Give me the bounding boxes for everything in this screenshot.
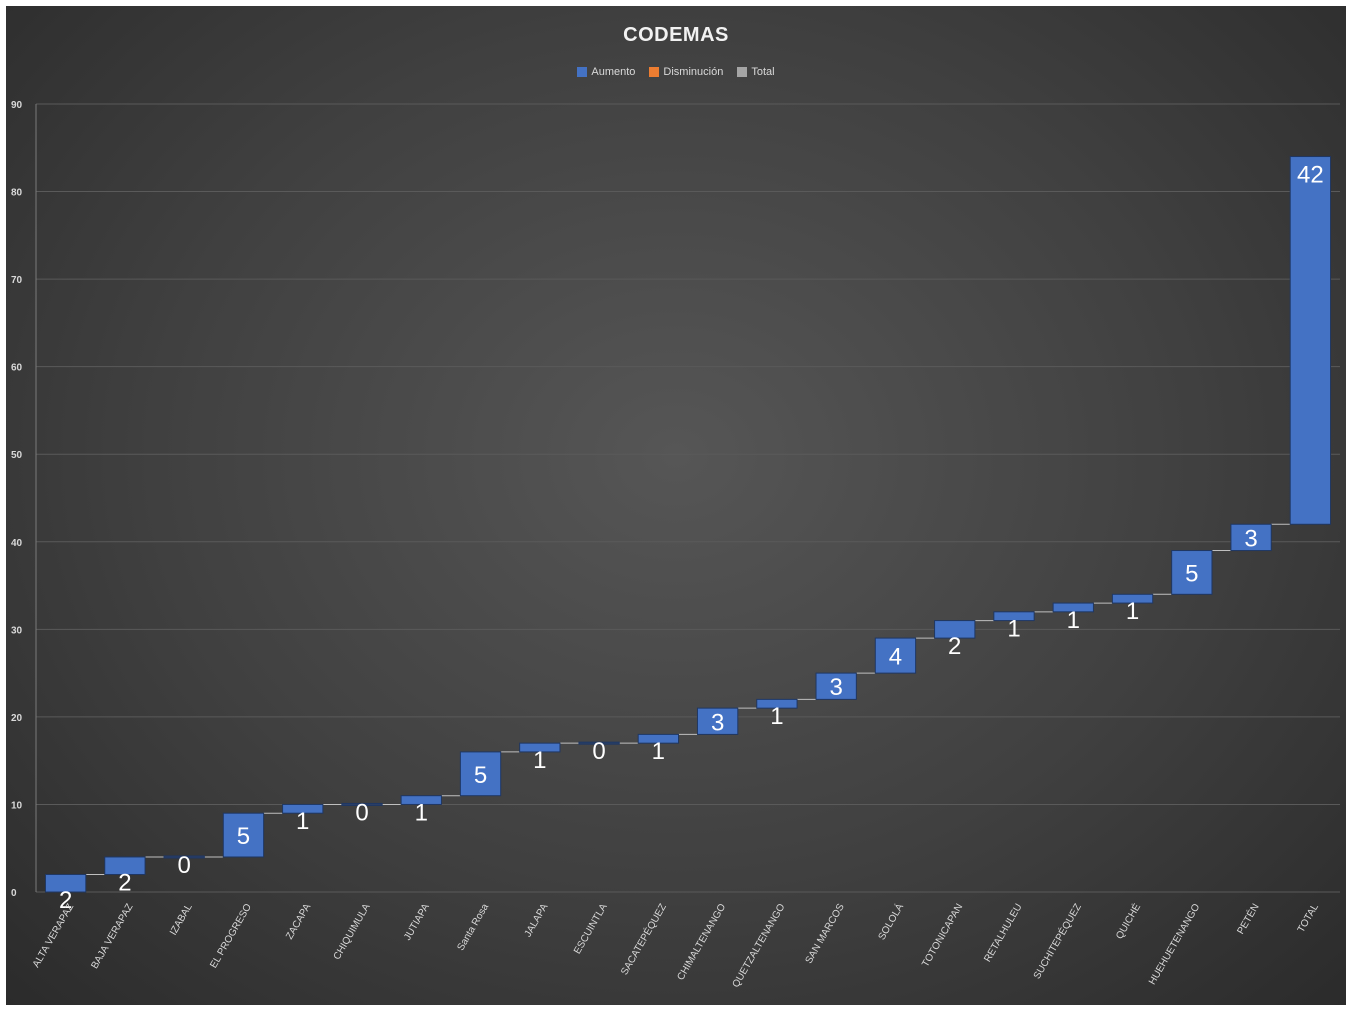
legend-swatch-total — [737, 67, 748, 77]
x-tick-label: ZACAPA — [284, 902, 313, 942]
x-tick-label: CHIMALTENANGO — [675, 902, 728, 983]
data-label: 42 — [1297, 162, 1324, 189]
legend-item-disminucion: Disminución — [649, 66, 723, 78]
data-label: 1 — [415, 799, 428, 826]
data-label: 1 — [770, 703, 783, 730]
x-tick-label: QUICHÉ — [1112, 901, 1143, 941]
data-label: 1 — [652, 738, 665, 765]
data-label: 1 — [1067, 607, 1080, 634]
y-tick-label: 60 — [11, 363, 23, 374]
data-label: 4 — [889, 644, 902, 671]
x-tick-label: SOLOLÁ — [875, 901, 906, 942]
data-label: 1 — [296, 808, 309, 835]
x-tick-label: BAJA VERAPAZ — [89, 902, 135, 971]
x-tick-label: HUEHUETENANGO — [1147, 902, 1202, 987]
legend-item-aumento: Aumento — [577, 66, 635, 78]
y-tick-label: 90 — [11, 100, 23, 111]
y-tick-label: 80 — [11, 188, 23, 199]
data-label: 1 — [1126, 598, 1139, 625]
x-tick-label: PETÉN — [1234, 901, 1262, 936]
waterfall-bar — [1230, 523, 1272, 552]
x-tick-label: IZABAL — [168, 902, 195, 938]
legend-swatch-disminucion — [649, 67, 660, 77]
chart-title: CODEMAS — [623, 24, 729, 46]
x-tick-label: TOTAL — [1296, 902, 1321, 935]
waterfall-bar — [874, 637, 917, 674]
chart-legend: Aumento Disminución Total — [6, 66, 1346, 78]
data-label: 3 — [830, 674, 843, 701]
legend-label-total: Total — [751, 66, 775, 78]
waterfall-bar — [1052, 602, 1094, 613]
x-tick-label: ALTA VERAPAZ — [31, 902, 76, 970]
data-label: 0 — [592, 738, 605, 765]
y-tick-label: 70 — [11, 275, 23, 286]
data-label: 3 — [1244, 525, 1257, 552]
y-tick-label: 40 — [11, 538, 23, 549]
legend-label-aumento: Aumento — [591, 66, 636, 78]
data-label: 2 — [118, 869, 131, 896]
x-tick-label: EL PROGRESO — [208, 902, 254, 970]
waterfall-bar — [1111, 593, 1154, 604]
y-tick-label: 0 — [11, 888, 17, 899]
data-label: 1 — [533, 747, 546, 774]
x-tick-label: RETALHULEU — [982, 902, 1024, 964]
waterfall-bar — [815, 672, 857, 700]
data-label: 2 — [59, 887, 72, 914]
waterfall-bar — [341, 802, 383, 806]
data-label: 2 — [948, 633, 961, 660]
waterfall-bar — [696, 707, 739, 735]
x-tick-label: CHIQUIMULA — [332, 902, 373, 962]
x-tick-label: JUTIAPA — [402, 902, 432, 943]
waterfall-bar — [578, 741, 620, 745]
x-tick-label: TOTONICAPAN — [920, 902, 965, 969]
waterfall-bar — [1171, 550, 1213, 595]
y-tick-label: 10 — [11, 800, 23, 811]
x-tick-label: SAN MARCOS — [804, 902, 847, 966]
x-tick-label: JALAPA — [523, 902, 551, 939]
data-label: 5 — [474, 762, 487, 789]
data-label: 5 — [237, 823, 250, 850]
chart-area: CODEMAS Aumento Disminución Total 0 10 20 3… — [6, 6, 1346, 1005]
waterfall-bar — [459, 751, 502, 797]
y-tick-label: 30 — [11, 625, 23, 636]
waterfall-bar — [637, 733, 680, 744]
x-tick-label: SUCHITEPÉQUEZ — [1030, 901, 1084, 981]
waterfall-bar — [519, 742, 561, 753]
y-tick-label: 20 — [11, 713, 23, 724]
data-label: 0 — [355, 799, 368, 826]
waterfall-bar — [993, 611, 1035, 622]
waterfall-bar — [282, 803, 324, 814]
waterfall-bar — [1289, 156, 1332, 525]
waterfall-bar — [934, 620, 976, 639]
y-tick-label: 50 — [11, 450, 23, 461]
x-tick-label: SACATEPÉQUEZ — [618, 901, 669, 977]
x-tick-label: Santa Rosa — [455, 902, 491, 953]
waterfall-bar — [163, 855, 205, 859]
data-label: 5 — [1185, 560, 1198, 587]
waterfall-bar — [756, 698, 798, 709]
x-tick-label: QUETZALTENANGO — [731, 902, 788, 990]
legend-swatch-aumento — [577, 67, 588, 77]
waterfall-bar — [104, 856, 146, 875]
data-label: 3 — [711, 709, 724, 736]
legend-item-total: Total — [737, 66, 775, 78]
waterfall-bar — [222, 812, 265, 858]
waterfall-bar — [44, 873, 87, 893]
data-label: 0 — [178, 852, 191, 879]
legend-label-disminucion: Disminución — [663, 66, 724, 78]
waterfall-bar — [400, 795, 442, 805]
x-tick-label: ESCUINTLA — [572, 902, 610, 956]
data-label: 1 — [1007, 616, 1020, 643]
